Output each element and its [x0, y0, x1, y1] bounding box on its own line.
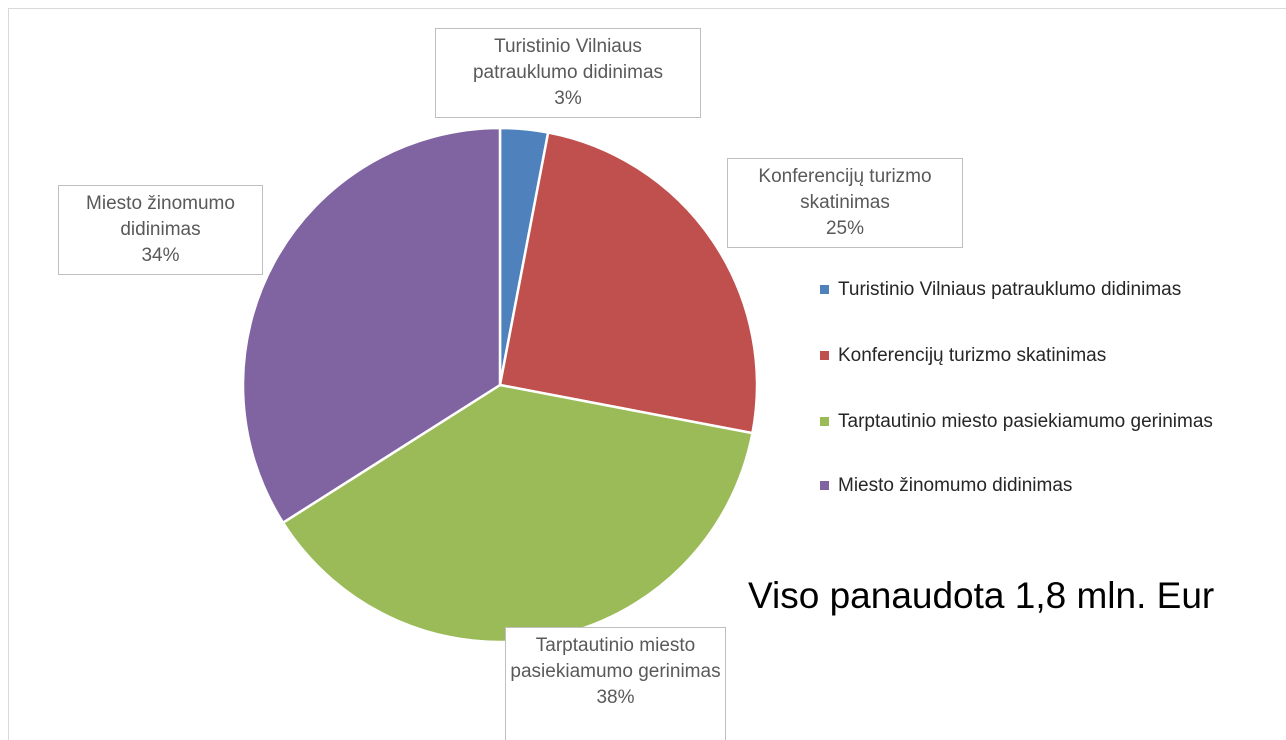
legend-label: Konferencijų turizmo skatinimas [838, 345, 1107, 366]
data-label-value: 38% [596, 687, 635, 708]
legend-swatch [820, 285, 829, 294]
data-label-name: Turistinio Vilniaus patrauklumo didinima… [472, 36, 664, 83]
legend-swatch [820, 417, 829, 426]
pie [241, 126, 759, 644]
data-label: Miesto žinomumo didinimas 34% [58, 185, 263, 275]
data-label-value: 25% [825, 218, 865, 239]
data-label-name: Konferencijų turizmo skatinimas [758, 166, 932, 213]
legend-swatch [820, 351, 829, 360]
legend-label: Turistinio Vilniaus patrauklumo didinima… [838, 279, 1182, 300]
data-label-name: Miesto žinomumo didinimas [86, 193, 235, 240]
data-label-name: Tarptautinio miesto pasiekiamumo gerinim… [510, 635, 721, 682]
data-label: Konferencijų turizmo skatinimas 25% [727, 158, 963, 248]
data-label: Tarptautinio miesto pasiekiamumo gerinim… [505, 627, 726, 740]
legend-swatch [820, 481, 829, 490]
pie-slice [498, 131, 759, 435]
legend-label: Tarptautinio miesto pasiekiamumo gerinim… [838, 411, 1213, 432]
annotation: Viso panaudota 1,8 mln. Eur [748, 575, 1215, 616]
pie-slice [241, 126, 502, 524]
data-label: Turistinio Vilniaus patrauklumo didinima… [435, 28, 701, 118]
data-label-value: 34% [141, 245, 180, 266]
data-label-value: 3% [554, 88, 582, 109]
legend-label: Miesto žinomumo didinimas [838, 475, 1073, 496]
